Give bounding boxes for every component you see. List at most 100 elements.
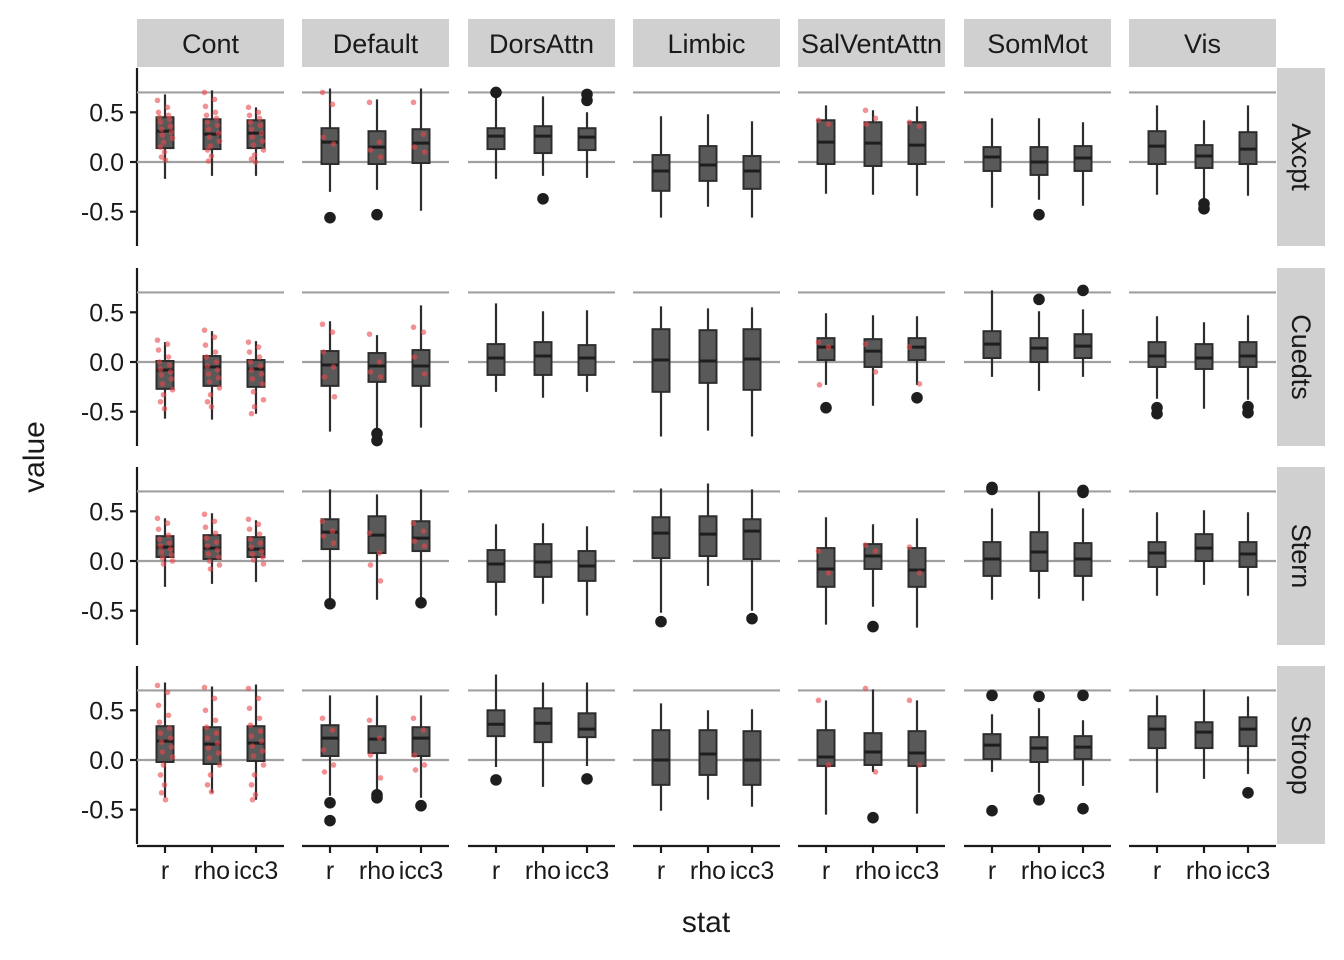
jitter-point	[208, 403, 215, 410]
jitter-point	[321, 769, 328, 775]
jitter-point	[201, 89, 208, 96]
jitter-point	[367, 752, 374, 758]
boxplot-icc3	[1238, 315, 1258, 419]
x-tick-label: icc3	[1226, 857, 1270, 885]
jitter-point	[906, 344, 913, 350]
jitter-point	[319, 518, 326, 525]
outlier-point	[746, 612, 758, 625]
boxplot-r	[1147, 105, 1167, 195]
boxplot-icc3	[245, 104, 267, 176]
jitter-point	[330, 540, 337, 546]
facet-panel	[1129, 490, 1276, 596]
boxplot-rho	[862, 685, 883, 824]
jitter-point	[160, 139, 167, 145]
jitter-point	[158, 549, 165, 555]
jitter-point	[259, 381, 266, 387]
box	[698, 329, 718, 384]
boxplot-r	[486, 524, 506, 616]
jitter-point	[815, 548, 822, 554]
box	[1029, 337, 1049, 364]
jitter-point	[377, 775, 384, 781]
boxplot-rho	[698, 483, 718, 586]
boxplot-rho	[698, 308, 718, 431]
jitter-point	[157, 366, 164, 372]
box	[907, 547, 927, 588]
boxplot-icc3	[410, 305, 431, 428]
jitter-point	[168, 129, 175, 135]
jitter-point	[872, 769, 879, 775]
boxplot-r	[815, 517, 836, 625]
outlier-point	[581, 773, 593, 785]
jitter-point	[906, 119, 913, 126]
jitter-point	[260, 396, 267, 403]
jitter-point	[256, 531, 263, 537]
x-tick-label: icc3	[565, 857, 609, 885]
jitter-point	[411, 354, 418, 360]
x-axis: r rho icc3	[1129, 844, 1276, 885]
x-tick-label: r	[1153, 857, 1161, 885]
column-strip: Vis	[1129, 19, 1276, 67]
boxplot-r	[1147, 695, 1167, 793]
facet-panel	[137, 291, 284, 420]
jitter-point	[376, 735, 383, 741]
outlier-point	[537, 192, 549, 205]
jitter-point	[259, 554, 266, 560]
jitter-point	[906, 697, 913, 704]
x-tick-label: icc3	[399, 857, 443, 885]
jitter-point	[215, 375, 222, 381]
jitter-point	[211, 334, 218, 340]
boxplot-rho	[366, 99, 387, 221]
jitter-point	[825, 121, 832, 128]
x-tick-label: icc3	[1061, 857, 1105, 885]
jitter-point	[159, 749, 166, 755]
jitter-point	[330, 364, 337, 370]
boxplot-r	[319, 321, 340, 432]
jitter-point	[249, 743, 256, 749]
column-strip-label: SomMot	[987, 29, 1088, 59]
jitter-point	[420, 131, 427, 137]
jitter-point	[255, 695, 262, 702]
jitter-point	[202, 524, 209, 531]
box	[863, 338, 883, 368]
jitter-point	[320, 349, 327, 355]
jitter-point	[212, 717, 219, 724]
jitter-point	[203, 112, 210, 119]
jitter-point	[255, 109, 262, 116]
jitter-point	[862, 341, 869, 347]
boxplot-rho	[1194, 120, 1214, 215]
boxplot-r	[486, 86, 506, 179]
jitter-point	[154, 515, 161, 522]
row-strip-background	[1277, 68, 1325, 246]
jitter-point	[157, 772, 164, 778]
jitter-point	[164, 520, 171, 527]
jitter-point	[863, 121, 870, 128]
boxplot-r	[982, 290, 1002, 377]
jitter-point	[331, 393, 338, 400]
box	[577, 344, 597, 376]
jitter-point	[916, 123, 923, 130]
jitter-point	[167, 546, 174, 552]
facet-panel	[798, 91, 945, 196]
x-tick-label: r	[161, 857, 169, 885]
jitter-point	[204, 543, 211, 549]
jitter-point	[246, 705, 253, 712]
boxplot-rho	[862, 107, 883, 195]
jitter-point	[321, 374, 328, 380]
jitter-point	[203, 535, 210, 541]
jitter-point	[212, 349, 219, 355]
jitter-point	[411, 144, 418, 150]
jitter-point	[815, 697, 822, 704]
jitter-point	[157, 398, 164, 405]
jitter-point	[248, 126, 255, 132]
column-strip: Cont	[137, 19, 284, 67]
jitter-point	[367, 147, 374, 153]
boxplot-rho	[201, 89, 223, 176]
jitter-point	[862, 685, 869, 692]
boxplot-r	[319, 88, 340, 224]
boxplot-r	[651, 703, 671, 811]
jitter-point	[169, 754, 176, 760]
x-tick-label: rho	[1021, 857, 1057, 885]
column-strip-background	[964, 19, 1111, 67]
jitter-point	[206, 558, 213, 564]
